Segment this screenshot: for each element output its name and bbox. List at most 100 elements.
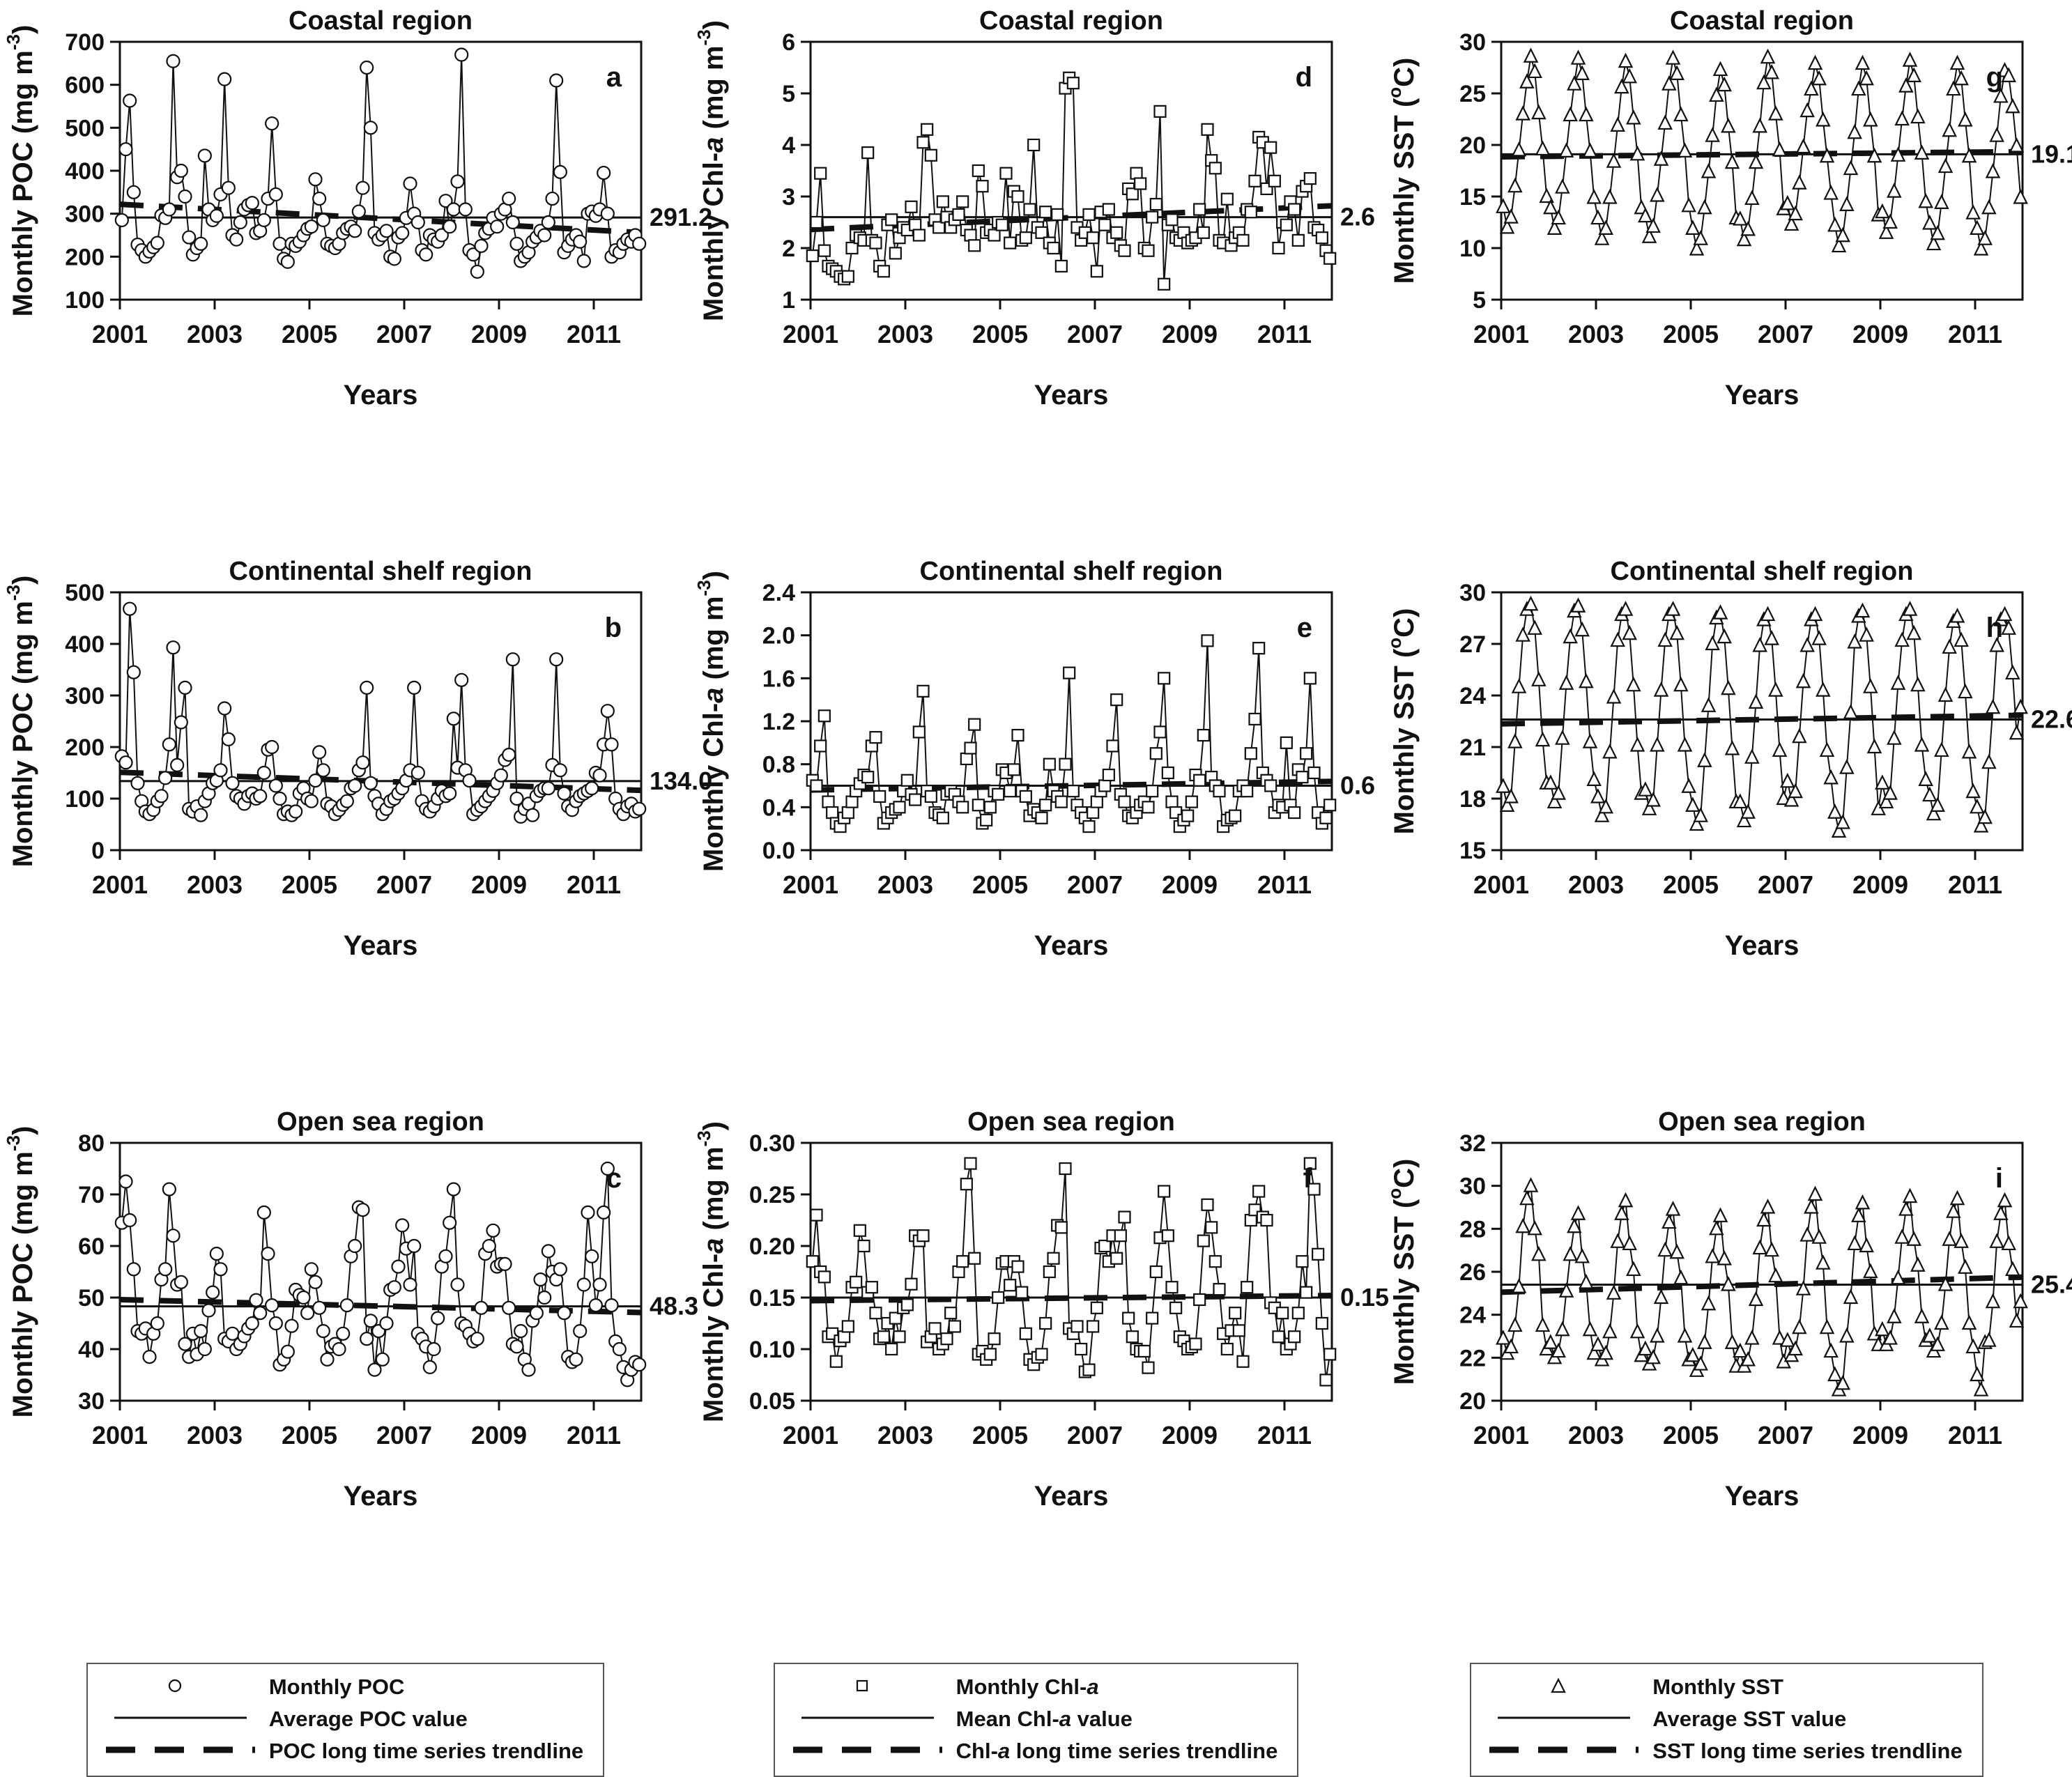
y-tick-label: 200 — [65, 734, 105, 761]
y-tick-label: 50 — [78, 1285, 105, 1311]
y-tick-label: 700 — [65, 29, 105, 56]
series-markers — [806, 71, 1337, 291]
x-tick-label: 2011 — [1948, 870, 2002, 899]
legend-circle-icon — [168, 1679, 181, 1692]
y-tick-label: 100 — [65, 287, 105, 314]
x-tick-label: 2003 — [187, 1421, 243, 1449]
y-axis-label: Monthly SST (oC) — [1384, 1159, 1420, 1385]
panel-f-opensea-chla: Open sea region 0.05 0.10 0.15 0.20 0.25 0.30 2… — [691, 1101, 1389, 1652]
x-axis: 2001 2003 2005 2007 2009 2011 — [783, 300, 1312, 348]
mean-value-annotation: 48.3 — [650, 1292, 698, 1321]
x-tick-label: 2007 — [1067, 320, 1123, 348]
y-tick-label: 400 — [65, 158, 105, 185]
legend-label: Monthly Chl-a — [956, 1675, 1099, 1699]
trendline — [1501, 1274, 2023, 1295]
x-tick-label: 2005 — [972, 870, 1028, 899]
y-tick-label: 300 — [65, 201, 105, 228]
x-tick-label: 2007 — [1067, 870, 1123, 899]
x-tick-label: 2009 — [1162, 1421, 1218, 1449]
y-axis-label: Monthly POC (mg m-3) — [3, 1126, 38, 1418]
legend-label: Monthly POC — [268, 1675, 405, 1699]
x-tick-label: 2005 — [1663, 1421, 1719, 1449]
series-markers — [806, 1157, 1337, 1387]
trendline — [1501, 712, 2023, 727]
panel-title: Continental shelf region — [920, 557, 1223, 586]
legend-entry: POC long time series trendline — [95, 1735, 583, 1767]
y-tick-label: 22 — [1459, 1345, 1486, 1371]
legend-dashed-icon — [792, 1746, 942, 1753]
y-tick-label: 5 — [782, 81, 795, 107]
legend-label: Average SST value — [1652, 1707, 1847, 1731]
x-axis: 2001 2003 2005 2007 2009 2011 — [783, 850, 1312, 899]
y-tick-label: 18 — [1459, 786, 1486, 813]
legend-symbol — [782, 1704, 956, 1735]
x-tick-label: 2005 — [972, 1421, 1028, 1449]
y-tick-label: 0.20 — [749, 1233, 795, 1260]
x-tick-label: 2005 — [1663, 320, 1719, 348]
y-axis-label: Monthly SST (oC) — [1384, 608, 1420, 835]
y-tick-label: 0.15 — [749, 1285, 795, 1311]
x-tick-label: 2005 — [1663, 870, 1719, 899]
mean-value-annotation: 25.4 — [2031, 1270, 2072, 1299]
x-tick-label: 2001 — [1473, 870, 1529, 899]
plot-box — [809, 1141, 1333, 1402]
legend-entry: Monthly SST — [1478, 1671, 1962, 1703]
panel-letter: g — [1986, 62, 2003, 93]
mean-value-annotation: 0.15 — [1340, 1283, 1389, 1311]
x-tick-label: 2009 — [471, 320, 527, 348]
y-tick-label: 1.2 — [762, 709, 795, 735]
y-axis: 0.05 0.10 0.15 0.20 0.25 0.30 — [749, 1130, 811, 1415]
y-axis: 1 2 3 4 5 6 — [782, 29, 811, 314]
coastal-chla-chart: Coastal region 1 2 3 4 5 6 2001 2003 2005 2007 2009… — [693, 6, 1375, 410]
y-tick-label: 40 — [78, 1337, 105, 1363]
y-tick-label: 25 — [1459, 81, 1486, 107]
panel-title: Coastal region — [1670, 6, 1854, 36]
y-tick-label: 2.0 — [762, 623, 795, 649]
y-axis-label: Monthly Chl-a (mg m-3) — [693, 20, 729, 321]
x-axis-label: Years — [1034, 380, 1109, 410]
plot-box — [1500, 1141, 2024, 1402]
series-markers — [114, 47, 647, 279]
panel-e-shelf-chla: Continental shelf region 0.0 0.4 0.8 1.2 1.6 2… — [691, 551, 1381, 1101]
y-tick-label: 24 — [1459, 1302, 1486, 1329]
x-tick-label: 2003 — [877, 320, 933, 348]
y-tick-label: 0.30 — [749, 1130, 795, 1157]
mean-value-annotation: 0.6 — [1340, 771, 1375, 800]
legend-entry: Average POC value — [95, 1703, 583, 1735]
legend-symbol — [782, 1672, 956, 1703]
mean-value-annotation: 134.0 — [650, 767, 712, 795]
x-tick-label: 2009 — [1162, 320, 1218, 348]
series-markers — [1496, 595, 2028, 838]
series-markers — [806, 634, 1337, 833]
legend-solid-icon — [1498, 1716, 1631, 1718]
legend-label: Chl-a long time series trendline — [956, 1739, 1278, 1763]
x-tick-label: 2001 — [1473, 320, 1529, 348]
y-axis-label: Monthly Chl-a (mg m-3) — [693, 571, 729, 872]
x-tick-label: 2005 — [282, 870, 337, 899]
y-axis: 0.0 0.4 0.8 1.2 1.6 2.0 2.4 — [762, 580, 811, 864]
x-tick-label: 2011 — [1257, 320, 1312, 348]
x-tick-label: 2009 — [1852, 1421, 1908, 1449]
y-tick-label: 30 — [1459, 29, 1486, 56]
series-markers — [1496, 1177, 2028, 1397]
legend-square-icon — [856, 1679, 868, 1691]
trendline — [810, 1293, 1333, 1304]
x-axis: 2001 2003 2005 2007 2009 2011 — [92, 1401, 621, 1449]
legend-entry: Mean Chl-a value — [782, 1703, 1278, 1735]
panel-letter: h — [1986, 613, 2003, 643]
y-tick-label: 1.6 — [762, 666, 795, 692]
mean-value-annotation: 19.1 — [2031, 139, 2072, 168]
y-tick-label: 0.10 — [749, 1337, 795, 1363]
x-axis-label: Years — [1725, 930, 1799, 961]
y-axis: 5 10 15 20 25 30 — [1459, 29, 1501, 314]
y-axis: 100 200 300 400 500 600 700 — [65, 29, 120, 314]
panel-title: Open sea region — [1658, 1107, 1866, 1137]
y-axis: 30 40 50 60 70 80 — [78, 1130, 120, 1415]
legend-symbol — [95, 1704, 269, 1735]
panel-c-opensea-poc: Open sea region 30 40 50 60 70 80 2001 2003 2005 2… — [0, 1101, 698, 1652]
x-tick-label: 2007 — [376, 870, 432, 899]
y-tick-label: 80 — [78, 1130, 105, 1157]
y-tick-label: 0.05 — [749, 1388, 795, 1415]
x-tick-label: 2001 — [1473, 1421, 1529, 1449]
